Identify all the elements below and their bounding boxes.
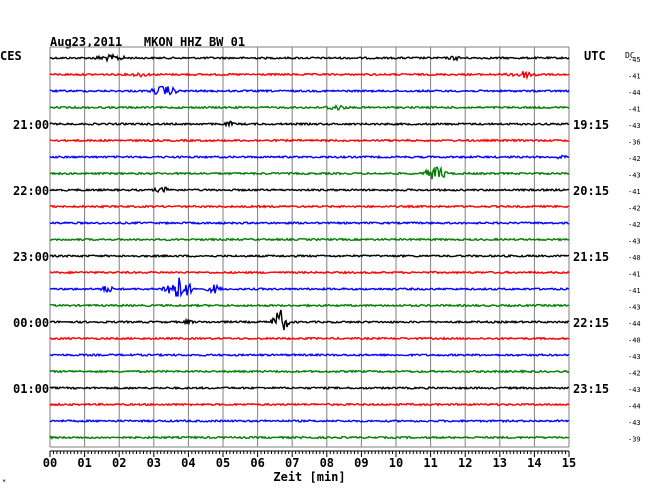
seismogram-trace (49, 277, 570, 298)
seismogram-trace (49, 220, 570, 226)
seismogram-trace (49, 52, 570, 64)
x-tick-label: 05 (216, 456, 230, 470)
dc-value-label: -44 (628, 320, 641, 328)
dc-value-label: -40 (628, 337, 641, 345)
dc-value-label: -36 (628, 139, 641, 147)
seismogram-trace (49, 336, 570, 341)
dc-value-label: -41 (628, 271, 641, 279)
right-time-label: 22:15 (573, 316, 609, 330)
seismogram-trace (49, 385, 570, 391)
dc-value-label: -45 (628, 56, 641, 64)
x-tick-label: 15 (562, 456, 576, 470)
seismogram-trace (49, 369, 570, 374)
footnote-mark: * (2, 478, 7, 486)
seismogram-trace (49, 309, 570, 331)
seismogram-trace (49, 402, 570, 407)
left-time-label: 23:00 (13, 250, 49, 264)
time-labels: -45 -41 -44 -41 -43 -36 -42 -43 -41 -42 -42 -43 -40 -… (13, 51, 641, 444)
x-tick-label: 06 (250, 456, 264, 470)
left-header-ces: CES (0, 49, 22, 63)
dc-value-label: -39 (628, 436, 641, 444)
dc-value-label: -42 (628, 221, 641, 229)
seismogram-trace (49, 270, 570, 275)
dc-value-label: -44 (628, 89, 641, 97)
x-tick-label: 10 (389, 456, 403, 470)
dc-value-label: -40 (628, 254, 641, 262)
left-time-label: 21:00 (13, 118, 49, 132)
dc-value-label: -43 (628, 238, 641, 246)
seismogram-trace (49, 303, 570, 308)
x-tick-label: 12 (458, 456, 472, 470)
left-time-label: 01:00 (13, 382, 49, 396)
dc-value-label: -43 (628, 419, 641, 427)
x-axis: 00 01 02 03 04 05 06 07 08 09 10 11 12 13 14 15 Zeit [mi… (43, 450, 576, 484)
dc-value-label: -43 (628, 353, 641, 361)
dc-value-label: -41 (628, 287, 641, 295)
right-time-label: 23:15 (573, 382, 609, 396)
x-tick-label: 09 (354, 456, 368, 470)
x-tick-label: 13 (493, 456, 507, 470)
trace-group (49, 52, 570, 440)
dc-value-label: -43 (628, 172, 641, 180)
dc-header: DC (625, 51, 635, 60)
x-tick-label: 03 (147, 456, 161, 470)
seismogram-trace (49, 104, 570, 112)
seismogram-trace (49, 352, 570, 358)
left-time-label: 00:00 (13, 316, 49, 330)
dc-value-label: -42 (628, 370, 641, 378)
x-tick-label: 07 (285, 456, 299, 470)
right-header-utc: UTC (584, 49, 606, 63)
dc-value-label: -41 (628, 188, 641, 196)
dc-value-label: -42 (628, 155, 641, 163)
seismogram-title: Aug23,2011 MKON HHZ BW 01 (50, 35, 246, 49)
x-tick-label: 08 (320, 456, 334, 470)
dc-value-label: -42 (628, 205, 641, 213)
seismogram-trace (49, 237, 570, 242)
seismogram-trace (49, 253, 570, 259)
seismogram-trace (49, 85, 570, 96)
seismogram-trace (49, 204, 570, 209)
seismogram-trace (49, 418, 570, 424)
seismogram-trace (49, 154, 570, 160)
x-tick-label: 01 (77, 456, 91, 470)
x-tick-label: 11 (423, 456, 437, 470)
grid-lines (49, 46, 570, 448)
x-tick-label: 00 (43, 456, 57, 470)
x-tick-label: 02 (112, 456, 126, 470)
seismogram-trace (49, 435, 570, 440)
seismogram-trace (49, 138, 570, 143)
x-axis-label: Zeit [min] (273, 470, 345, 484)
seismogram-trace (49, 120, 569, 129)
dc-value-label: -43 (628, 386, 641, 394)
right-time-label: 21:15 (573, 250, 609, 264)
dc-value-label: -44 (628, 403, 641, 411)
dc-value-label: -43 (628, 304, 641, 312)
right-time-label: 19:15 (573, 118, 609, 132)
seismogram-trace (49, 70, 570, 81)
seismogram-trace (49, 186, 570, 194)
x-tick-label: 04 (181, 456, 195, 470)
dc-value-label: -43 (628, 122, 641, 130)
x-tick-label: 14 (527, 456, 541, 470)
left-time-label: 22:00 (13, 184, 49, 198)
seismogram-trace (49, 165, 570, 180)
dc-value-label: -41 (628, 106, 641, 114)
dc-value-label: -41 (628, 73, 641, 81)
right-time-label: 20:15 (573, 184, 609, 198)
